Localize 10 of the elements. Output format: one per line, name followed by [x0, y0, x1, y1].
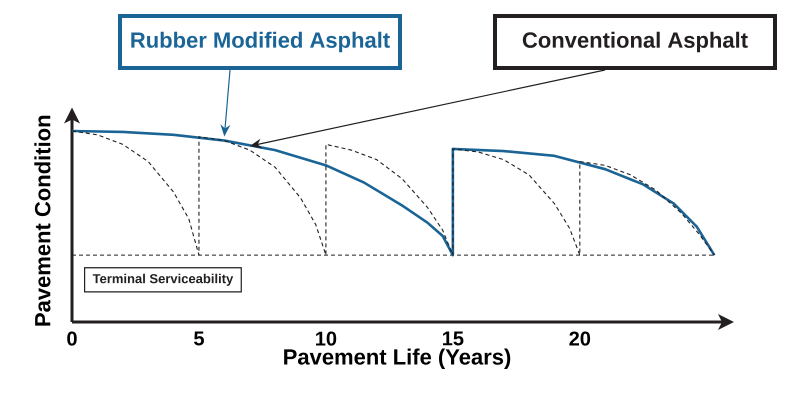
text: Rubber Modified Asphalt [131, 32, 390, 52]
x-tick-label: 0 [67, 332, 77, 346]
x-axis-title: Pavement Life (Years) [284, 348, 510, 370]
x-tick-label: 10 [316, 332, 336, 346]
x-tick-label: 15 [442, 332, 464, 346]
ref-line-label: Terminal Serviceability [92, 274, 234, 286]
y-axis-title: Pavement Condition [34, 116, 50, 326]
x-tick-label: 5 [194, 332, 204, 346]
x-tick-label: 20 [569, 332, 590, 346]
text: Conventional Asphalt [522, 32, 748, 52]
